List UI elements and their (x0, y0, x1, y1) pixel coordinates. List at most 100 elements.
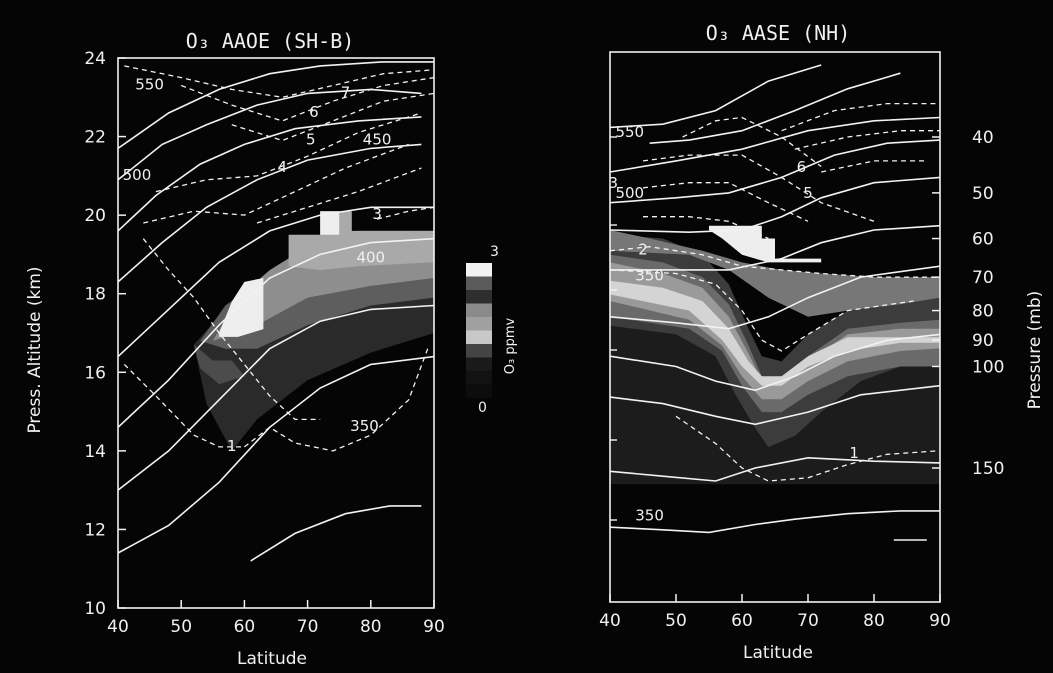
left-contour-solid (117, 206, 434, 358)
left-contour-dashed (244, 348, 429, 452)
right-ylabel: Pressure (mb) (1025, 291, 1045, 410)
right-contour-label: 2 (638, 241, 648, 259)
right-contour-solid (609, 456, 941, 482)
right-x-tick-label: 60 (731, 611, 753, 631)
right-contour-solid (609, 384, 941, 426)
right-y-tick-label: 100 (972, 357, 1004, 377)
colorbar-cell (466, 344, 492, 358)
left-y-tick-label: 16 (84, 363, 106, 383)
right-contour-label: 500 (615, 184, 644, 202)
left-contour-dashed (124, 65, 435, 98)
right-contour-lines (609, 64, 941, 541)
right-contour-label: 550 (615, 123, 644, 141)
left-contour-solid (117, 143, 422, 283)
right-contour-dashed (794, 130, 940, 150)
right-plot-frame (609, 51, 941, 603)
colorbar-min-label: 0 (478, 400, 487, 416)
left-y-ticks: 10 12 14 16 18 20 22 24 (84, 49, 126, 619)
left-contour-lines (117, 61, 435, 562)
right-fill-notch (709, 225, 822, 263)
left-contour-dashed (256, 167, 422, 224)
left-ozone-fill (193, 211, 434, 451)
left-contour-solid (250, 505, 422, 562)
colorbar-cell (466, 357, 492, 371)
right-y-tick-label: 150 (972, 459, 1004, 479)
right-contour-dashed (821, 160, 927, 173)
right-y-tick-label: 90 (972, 331, 994, 351)
left-x-ticks: 40 50 60 70 80 90 (107, 600, 445, 637)
right-y-tick-label: 40 (972, 128, 994, 148)
right-y-tick-label: 50 (972, 184, 994, 204)
right-contour-solid (609, 64, 822, 129)
left-title: O₃ AAOE (SH-B) (186, 29, 355, 53)
right-contour-solid (609, 176, 941, 234)
colorbar-cells (466, 263, 492, 398)
right-contour-dashed (642, 154, 875, 222)
left-y-tick-label: 18 (84, 285, 106, 305)
right-ozone-fill (610, 225, 940, 485)
left-x-tick-label: 80 (360, 617, 382, 637)
right-panel: O₃ AASE (NH) Latitude Pressure (mb) 40 50… (599, 21, 1045, 663)
colorbar-cell (466, 371, 492, 385)
right-title: O₃ AASE (NH) (706, 21, 851, 45)
left-fill-peak-a (219, 278, 264, 337)
right-contour-label: 5 (803, 184, 813, 202)
left-fill-peak-b (320, 211, 340, 235)
right-x-tick-label: 70 (797, 611, 819, 631)
right-contour-dashed (781, 102, 940, 132)
left-contour-dashed (376, 206, 435, 220)
left-contour-label: 550 (135, 75, 164, 93)
left-y-tick-label: 20 (84, 206, 106, 226)
right-contour-dashed (609, 269, 914, 352)
left-x-tick-label: 70 (297, 617, 319, 637)
right-contour-dashed (682, 116, 822, 168)
left-y-tick-label: 12 (84, 520, 106, 540)
right-fill-layer-upper (610, 230, 940, 317)
left-contour-dashed (142, 238, 321, 421)
left-x-tick-label: 90 (423, 617, 445, 637)
colorbar: 3 0 O₃ ppmv (466, 244, 518, 416)
left-contour-solid (117, 355, 435, 554)
colorbar-label: O₃ ppmv (503, 317, 518, 374)
right-y-tick-label: 70 (972, 268, 994, 288)
left-contour-dashed (231, 92, 435, 142)
right-contour-solid (649, 72, 901, 144)
right-contour-label: 1 (849, 444, 859, 462)
right-contour-solid (609, 116, 941, 173)
right-contour-solid (609, 510, 940, 534)
right-fill-layer-low (610, 325, 940, 485)
right-contour-label: 6 (797, 158, 807, 176)
colorbar-cell (466, 330, 492, 344)
right-y-tick-label: 60 (972, 230, 994, 250)
left-contour-solid (117, 237, 435, 428)
left-contour-label: 7 (341, 83, 351, 101)
left-y-tick-label: 10 (84, 599, 106, 619)
right-y-tick-label: 80 (972, 302, 994, 322)
right-x-tick-label: 90 (929, 611, 951, 631)
right-contour-solid (609, 265, 941, 330)
left-panel: O₃ AAOE (SH-B) Latitude Press. Altitude … (25, 29, 445, 669)
left-fill-edge (193, 344, 245, 385)
colorbar-cell (466, 290, 492, 304)
colorbar-cell (466, 276, 492, 290)
left-contour-solid (117, 61, 434, 150)
right-x-tick-label: 50 (665, 611, 687, 631)
left-y-tick-label: 24 (84, 49, 106, 69)
left-ylabel: Press. Altitude (km) (25, 266, 45, 433)
left-contour-label: 3 (372, 205, 382, 223)
left-contour-dashed (180, 76, 435, 122)
colorbar-cell (466, 317, 492, 331)
left-contour-solid (117, 116, 422, 232)
left-y-tick-label: 14 (84, 442, 106, 462)
right-x-tick-label: 40 (599, 611, 621, 631)
left-xlabel: Latitude (237, 649, 307, 669)
right-fill-layer-peak (610, 280, 940, 386)
left-x-tick-label: 40 (107, 617, 129, 637)
colorbar-max-label: 3 (490, 244, 499, 260)
right-contour-dashed (675, 415, 941, 482)
right-contour-solid (610, 224, 941, 271)
left-plot-frame (117, 57, 435, 609)
